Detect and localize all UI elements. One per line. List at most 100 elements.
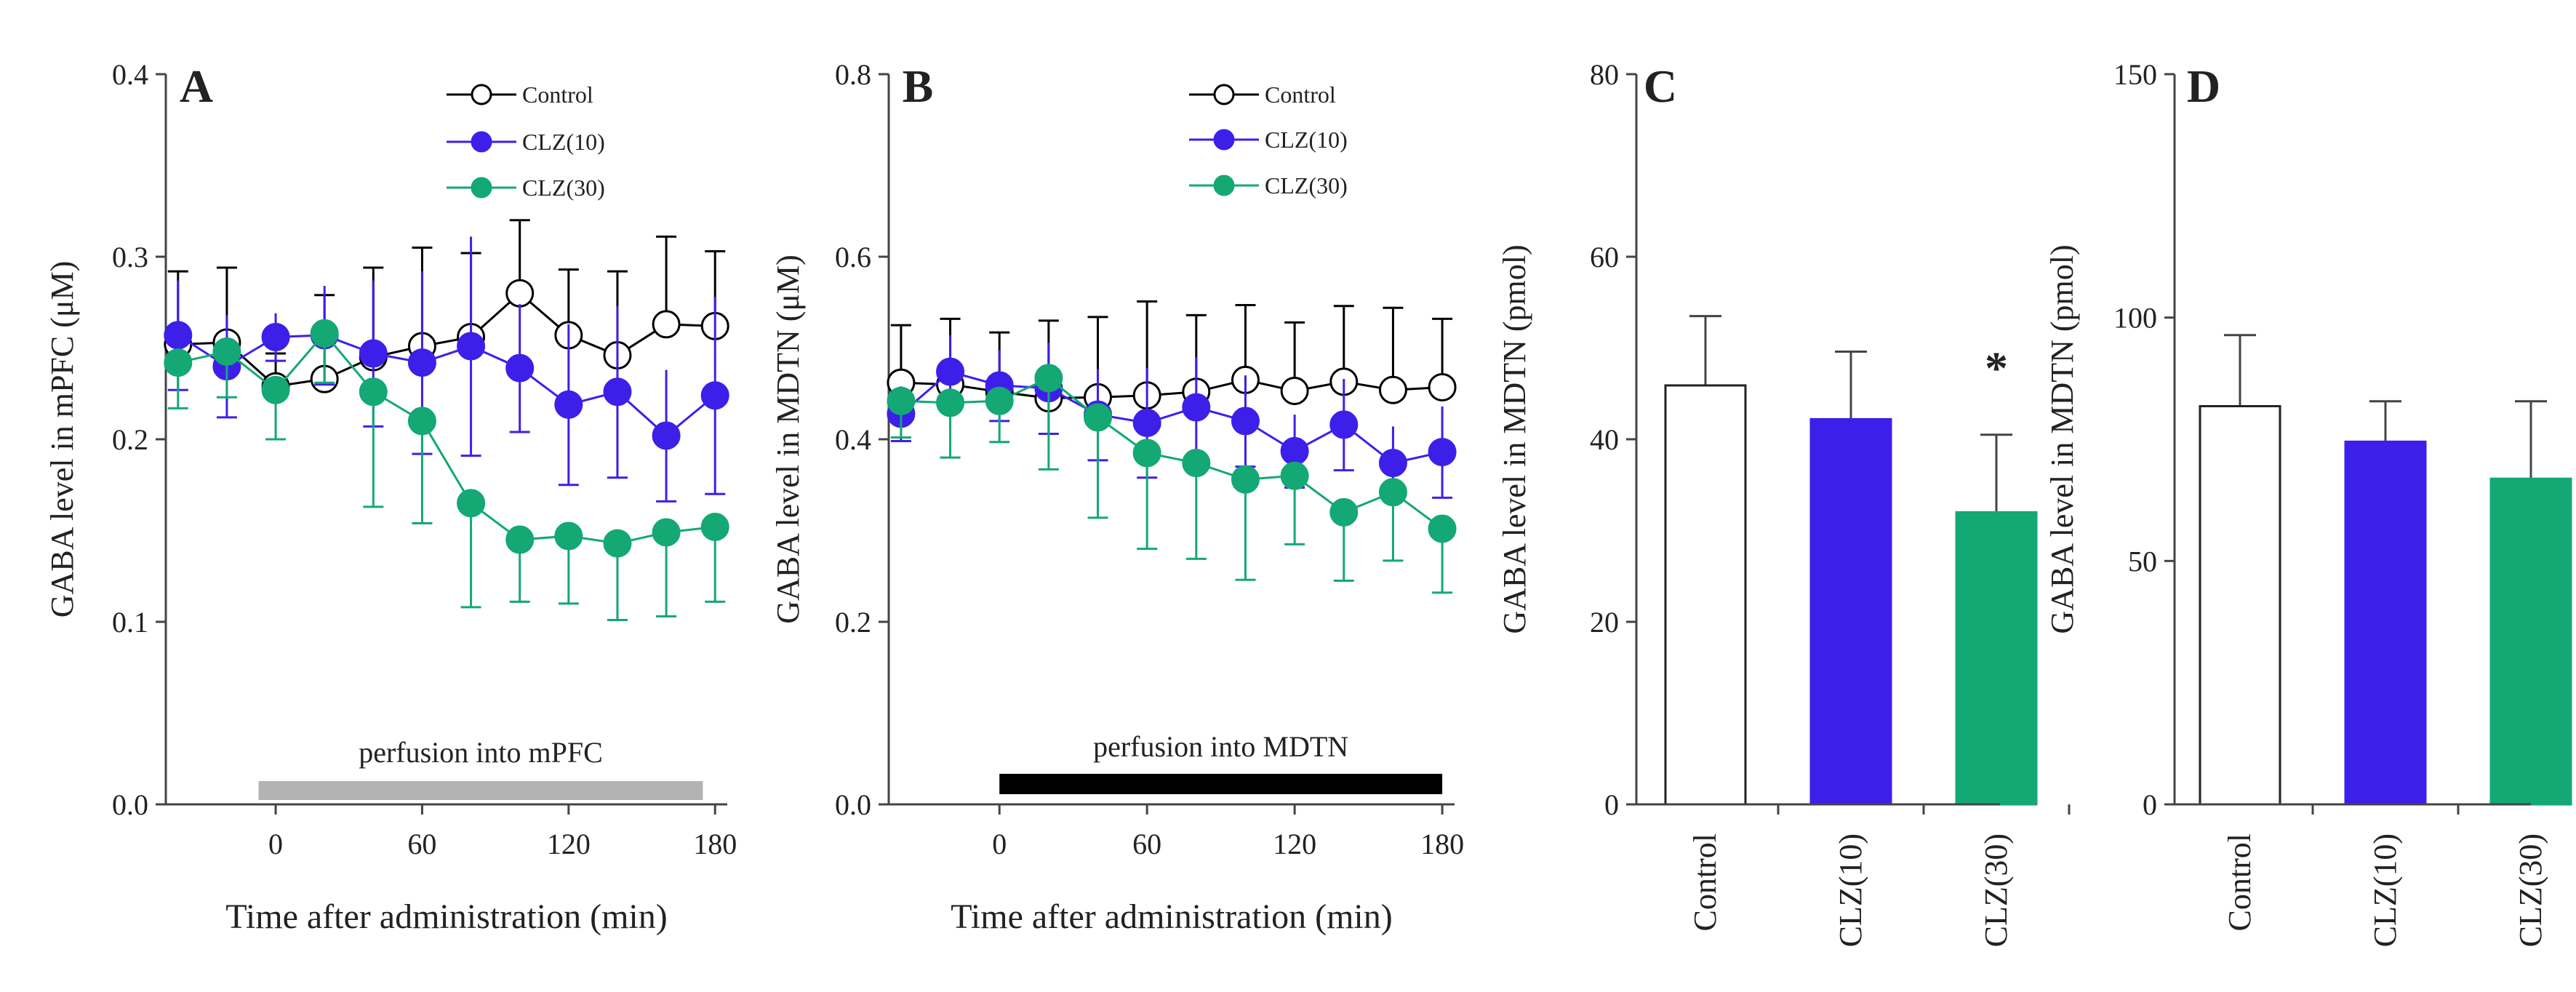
category-label: CLZ(30) [2513,833,2548,947]
data-point [700,512,729,541]
data-point [603,529,632,558]
data-point [164,321,193,350]
bar [2489,477,2572,806]
y-tick-label: 0.1 [112,606,148,639]
y-tick-label: 0.4 [112,58,148,91]
y-tick-label: 60 [1590,241,1619,273]
x-axis-label: Time after administration (min) [951,897,1392,936]
data-point [936,357,965,386]
y-axis-label: GABA level in mPFC (μM) [44,261,80,618]
data-point [505,525,535,554]
category-label: Control [1687,833,1723,931]
y-axis-label: GABA level in MDTN (pmol) [2044,244,2080,633]
data-point [1428,514,1457,543]
y-tick-label: 150 [2113,58,2157,91]
panel-a: A 0.0 0.1 0.2 0.3 0.4 GABA level in mPFC (μM) 0… [44,58,737,936]
panel-letter: B [903,60,934,112]
data-point [985,386,1014,415]
bar [1664,384,1747,806]
panel-c: C 0 20 40 60 80 GABA level in MDTN (pmol) Contr… [1497,58,2071,947]
data-point [505,279,535,308]
legend-marker [471,131,492,153]
y-tick-label: 50 [2128,545,2157,577]
y-tick-label: 40 [1590,423,1619,456]
data-point [936,388,965,417]
category-label: CLZ(10) [1833,833,1868,947]
y-tick-label: 0 [2143,788,2157,821]
data-point [652,421,681,450]
data-point [164,348,193,377]
data-point [1231,407,1260,436]
data-point [700,381,729,410]
data-point [652,518,681,547]
series-control [164,219,729,401]
x-tick-label: 60 [1132,828,1161,860]
panel-b: B 0.0 0.2 0.4 0.6 0.8 GABA level in MDTN (μM) 0… [770,58,1464,936]
data-point [505,353,535,383]
data-point [1132,408,1161,437]
data-point [1182,393,1211,422]
legend-label: Control [522,81,593,108]
legend-marker [1213,84,1235,105]
bar [2199,404,2281,806]
y-tick-label: 0.6 [835,241,871,273]
y-tick-label: 0.0 [112,788,148,821]
panel-letter: A [180,60,213,112]
data-point [1231,465,1260,494]
x-tick-label: 180 [693,828,737,860]
data-point [1280,376,1309,405]
series-control [887,300,1457,413]
category-label: Control [2222,833,2257,931]
data-point [1428,372,1457,401]
data-point [359,377,388,407]
data-point [261,375,290,404]
data-point [652,310,681,339]
x-tick-label: 0 [268,828,283,860]
legend-marker [471,84,492,105]
y-tick-label: 80 [1590,58,1619,91]
data-point [407,407,436,436]
x-tick-label: 60 [407,828,436,860]
data-point [1329,497,1359,527]
data-point [887,386,916,415]
x-tick-label: 0 [992,828,1007,860]
data-point [457,489,486,518]
x-tick-label: 120 [547,828,591,860]
series-line [177,334,716,437]
y-tick-label: 0.2 [835,606,871,639]
series-clz-30 [164,319,729,621]
series-clz-30 [887,364,1457,594]
series-line [900,377,1443,530]
series-line [177,292,716,388]
series-clz-10 [887,335,1457,501]
legend-label: Control [1265,81,1336,108]
data-point [1428,438,1457,467]
perfusion-label: perfusion into mPFC [359,736,603,769]
perfusion-bar [999,774,1443,794]
series-line [900,378,1443,400]
legend-label: CLZ(10) [1265,127,1348,153]
data-point [603,377,632,407]
y-axis-label: GABA level in MDTN (pmol) [1497,244,1532,633]
x-axis-label: Time after administration (min) [225,897,667,936]
legend-marker [471,177,492,199]
data-point [1280,461,1309,490]
data-point [1182,449,1211,478]
data-point [310,319,339,348]
data-point [407,348,436,377]
data-point [261,322,290,351]
significance-marker: * [1985,343,2008,394]
x-tick-label: 180 [1420,828,1464,860]
legend-label: CLZ(30) [522,175,605,201]
y-tick-label: 0.4 [835,423,871,456]
data-point [1378,375,1407,404]
y-tick-label: 100 [2113,302,2157,335]
perfusion-label: perfusion into MDTN [1093,730,1348,763]
bar [2344,440,2427,806]
y-tick-label: 0.3 [112,241,148,273]
data-point [212,337,241,367]
perfusion-bar [258,781,703,800]
legend-label: CLZ(10) [522,129,605,155]
legend-marker [1213,129,1235,151]
